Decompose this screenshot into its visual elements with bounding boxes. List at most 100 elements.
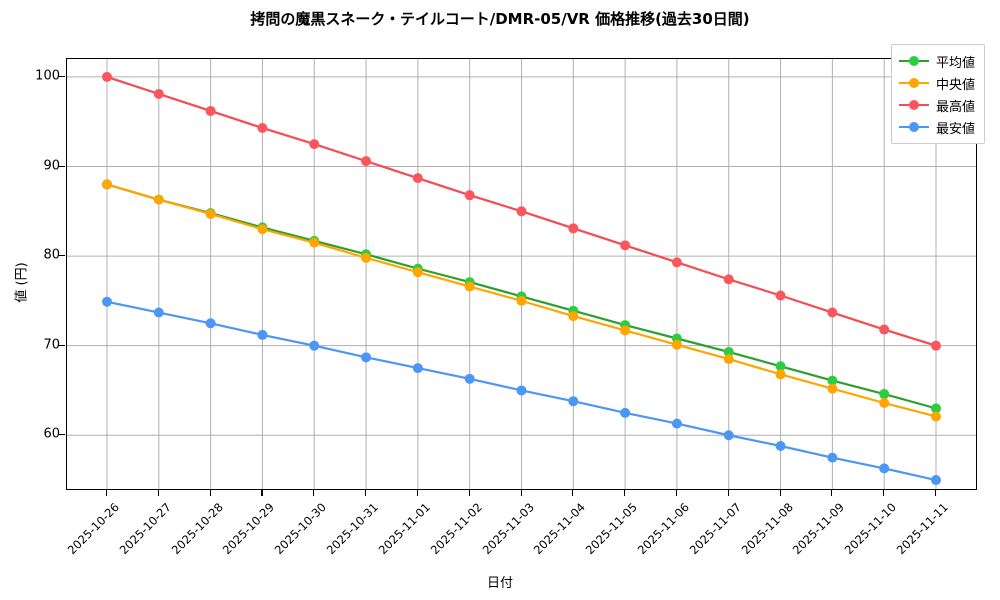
legend-item[interactable]: 最安値: [898, 116, 975, 138]
chart-title: 拷問の魔黒スネーク・テイルコート/DMR-05/VR 価格推移(過去30日間): [250, 10, 750, 28]
data-point-marker: [309, 139, 320, 150]
data-point-marker: [412, 173, 423, 184]
data-point-marker: [568, 396, 579, 407]
data-point-marker: [620, 325, 631, 336]
x-axis-tick-mark: [779, 489, 781, 496]
data-point-marker: [775, 441, 786, 451]
y-axis-tick-label: 80: [43, 247, 60, 263]
x-axis-tick-mark: [572, 489, 574, 496]
chart-legend: 平均値中央値最高値最安値: [890, 44, 985, 144]
data-point-marker: [153, 88, 164, 99]
x-axis-tick-mark: [675, 489, 678, 496]
data-point-marker: [723, 430, 734, 441]
y-axis-tick-mark: [58, 344, 65, 346]
data-point-marker: [879, 324, 890, 335]
x-axis-tick-mark: [106, 489, 108, 496]
data-point-marker: [931, 340, 941, 351]
legend-label: 平均値: [935, 55, 975, 71]
x-axis-tick-mark: [727, 489, 729, 496]
data-point-marker: [102, 179, 112, 190]
data-point-marker: [516, 206, 527, 217]
y-axis-tick-mark: [58, 255, 65, 257]
data-point-marker: [464, 281, 475, 292]
y-axis-label: 値 (円): [14, 262, 30, 303]
data-point-marker: [775, 361, 786, 372]
legend-swatch: [898, 54, 929, 68]
data-point-marker: [827, 452, 838, 463]
y-axis-tick-mark: [58, 434, 65, 436]
legend-item[interactable]: 平均値: [898, 50, 975, 72]
x-axis-tick-mark: [365, 489, 367, 496]
data-point-marker: [516, 295, 527, 306]
data-point-marker: [671, 339, 682, 350]
x-axis-tick-mark: [416, 489, 418, 496]
data-point-marker: [775, 290, 786, 301]
data-point-marker: [671, 257, 682, 268]
legend-item[interactable]: 中央値: [898, 72, 975, 94]
legend-label: 中央値: [935, 77, 975, 93]
x-axis-tick-mark: [209, 489, 211, 496]
data-point-marker: [205, 105, 216, 116]
data-point-marker: [879, 389, 890, 400]
data-point-marker: [516, 385, 527, 396]
legend-marker-icon: [908, 56, 919, 66]
data-point-marker: [309, 237, 320, 248]
y-axis-tick-label: 60: [43, 426, 60, 442]
data-point-marker: [412, 267, 423, 278]
x-axis-tick-mark: [520, 489, 522, 496]
y-axis-tick-label: 70: [43, 337, 60, 353]
legend-marker-icon: [908, 122, 919, 132]
data-point-marker: [205, 318, 216, 329]
data-point-marker: [723, 274, 734, 285]
y-axis-tick-labels: 60 70 80 90 100: [0, 0, 65, 600]
data-point-marker: [153, 194, 164, 205]
data-point-marker: [102, 71, 112, 82]
data-point-marker: [257, 224, 268, 235]
data-point-marker: [568, 311, 579, 322]
data-point-marker: [153, 307, 164, 318]
data-point-marker: [620, 407, 631, 418]
data-point-marker: [723, 354, 734, 365]
data-point-marker: [931, 475, 941, 486]
data-point-marker: [879, 398, 890, 408]
x-axis-tick-mark: [935, 489, 937, 496]
data-point-marker: [361, 352, 372, 363]
data-point-marker: [568, 223, 579, 234]
data-point-marker: [827, 375, 838, 386]
data-point-marker: [827, 383, 838, 394]
x-axis-tick-mark: [261, 489, 263, 496]
data-point-marker: [827, 307, 838, 318]
data-point-marker: [723, 346, 734, 357]
x-axis-tick-mark: [831, 489, 833, 496]
data-point-marker: [879, 463, 890, 474]
y-axis-tick-mark: [58, 75, 65, 77]
y-axis-tick-label: 90: [43, 158, 60, 173]
legend-swatch: [898, 120, 929, 134]
legend-marker-icon: [908, 78, 919, 88]
data-point-marker: [257, 329, 268, 340]
legend-swatch: [898, 98, 929, 112]
data-point-marker: [412, 363, 423, 374]
x-axis-tick-mark: [157, 489, 159, 496]
data-point-marker: [464, 373, 475, 384]
data-point-marker: [464, 190, 475, 201]
legend-label: 最高値: [935, 99, 975, 115]
x-axis-tick-mark: [624, 489, 626, 496]
legend-label: 最安値: [935, 121, 975, 137]
data-point-marker: [102, 296, 112, 307]
data-point-marker: [620, 240, 631, 251]
x-axis-tick-mark: [313, 489, 315, 496]
data-point-marker: [205, 208, 216, 219]
data-point-marker: [931, 411, 941, 422]
legend-swatch: [898, 76, 929, 90]
data-point-marker: [361, 156, 372, 167]
x-axis-tick-mark: [883, 489, 885, 496]
data-point-marker: [671, 418, 682, 429]
data-point-marker: [361, 252, 372, 263]
data-point-marker: [931, 403, 941, 414]
plot-area: [66, 58, 977, 490]
legend-item[interactable]: 最高値: [898, 94, 975, 116]
data-series-layer: [102, 71, 941, 486]
data-point-marker: [257, 122, 268, 133]
